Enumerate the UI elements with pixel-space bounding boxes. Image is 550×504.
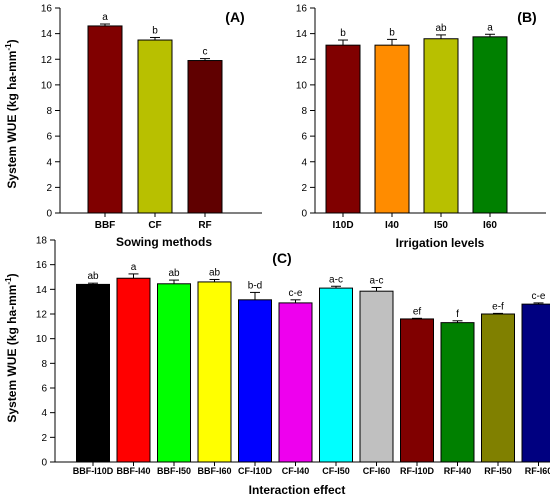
bar (197, 281, 232, 463)
significance-letter: a (102, 12, 108, 23)
y-tick-label: 0 (301, 209, 307, 220)
y-tick-label: 0 (41, 458, 47, 469)
significance-letter: ef (413, 306, 422, 317)
panel-label: (A) (225, 9, 244, 25)
category-label: BBF (95, 220, 116, 231)
y-tick-label: 4 (301, 157, 307, 168)
significance-letter: a (131, 262, 137, 273)
bar (423, 38, 459, 214)
y-tick-label: 16 (296, 4, 308, 15)
category-label: RF-I10D (400, 466, 435, 476)
category-label: BBF-I10D (73, 466, 114, 476)
significance-letter: a (487, 22, 493, 33)
significance-letter: c (203, 47, 208, 58)
y-tick-label: 16 (41, 4, 53, 15)
bar (325, 44, 361, 214)
category-label: BBF-I40 (116, 466, 150, 476)
y-axis-title-bottom: System WUE (kg ha-mm-1) (4, 273, 19, 422)
bar (440, 322, 475, 463)
panel-c: ab a ab ab b-d c-e a-c a-c ef f e-f c-e 0 2 4 6 8 10 12 14… (36, 236, 550, 497)
y-tick-label: 0 (46, 209, 52, 220)
y-tick-label: 14 (36, 285, 48, 296)
y-tick-label: 14 (296, 29, 308, 40)
category-label: I60 (483, 220, 497, 231)
significance-letter: b-d (248, 280, 262, 291)
panel-label: (C) (272, 250, 291, 266)
panel-label: (B) (517, 9, 536, 25)
category-label: CF (148, 220, 161, 231)
category-label: RF-I60 (525, 466, 550, 476)
significance-letter: c-e (532, 291, 546, 302)
category-label: CF-I10D (238, 466, 273, 476)
significance-letter: f (456, 309, 459, 320)
category-label: I10D (332, 220, 353, 231)
x-axis-title: Sowing methods (116, 235, 212, 249)
bar (359, 290, 394, 463)
bar (76, 283, 110, 463)
significance-letter: a-c (329, 274, 343, 285)
y-axis-title-top: System WUE (kg ha-mm-1) (4, 39, 19, 188)
y-tick-label: 4 (41, 408, 47, 419)
y-tick-label: 10 (41, 80, 53, 91)
bar (481, 313, 515, 463)
category-label: I40 (385, 220, 399, 231)
significance-letter: b (152, 25, 158, 36)
y-tick-label: 2 (301, 183, 307, 194)
significance-letter: b (340, 28, 346, 39)
panel-a: a b c 0 2 4 6 8 10 12 14 16 BBF CF RF (A) Sowing meth… (41, 4, 262, 249)
bar (278, 302, 313, 463)
y-tick-label: 6 (41, 384, 47, 395)
category-label: RF-I40 (444, 466, 472, 476)
y-tick-label: 10 (296, 80, 308, 91)
y-tick-label: 6 (46, 132, 52, 143)
significance-letter: c-e (289, 288, 303, 299)
significance-letter: ab (87, 271, 99, 282)
bar (157, 283, 191, 463)
y-tick-label: 10 (36, 334, 48, 345)
bar (521, 303, 550, 463)
significance-letter: b (389, 27, 395, 38)
bar (116, 277, 151, 463)
bar (87, 25, 123, 214)
bar (319, 287, 353, 463)
y-tick-label: 8 (301, 106, 307, 117)
bar (137, 39, 173, 214)
significance-letter: a-c (370, 275, 384, 286)
category-label: RF (198, 220, 211, 231)
y-tick-label: 12 (36, 310, 48, 321)
category-label: CF-I50 (322, 466, 350, 476)
bar (187, 60, 223, 214)
panel-b: b b ab a 0 2 4 6 8 10 12 14 16 I10D I40 I50 I60 (B) Irr… (296, 4, 546, 250)
x-axis-title: Interaction effect (249, 483, 346, 497)
significance-letter: ab (435, 23, 447, 34)
category-label: CF-I40 (282, 466, 310, 476)
category-label: RF-I50 (484, 466, 512, 476)
y-tick-label: 8 (46, 106, 52, 117)
y-tick-label: 18 (36, 236, 48, 247)
y-tick-label: 2 (41, 433, 47, 444)
bar (472, 36, 508, 214)
y-tick-label: 2 (46, 183, 52, 194)
category-label: BBF-I50 (157, 466, 191, 476)
y-tick-label: 4 (46, 157, 52, 168)
y-tick-label: 16 (36, 260, 48, 271)
category-label: I50 (434, 220, 448, 231)
significance-letter: ab (209, 267, 221, 278)
bar (238, 299, 272, 463)
bar (400, 318, 434, 463)
significance-letter: ab (168, 268, 180, 279)
category-label: BBF-I60 (197, 466, 231, 476)
y-tick-label: 12 (41, 55, 53, 66)
x-axis-title: Irrigation levels (396, 236, 485, 250)
bar (374, 44, 410, 214)
y-tick-label: 8 (41, 359, 47, 370)
y-tick-label: 12 (296, 55, 308, 66)
y-tick-label: 14 (41, 29, 53, 40)
y-tick-label: 6 (301, 132, 307, 143)
significance-letter: e-f (492, 301, 504, 312)
category-label: CF-I60 (363, 466, 391, 476)
